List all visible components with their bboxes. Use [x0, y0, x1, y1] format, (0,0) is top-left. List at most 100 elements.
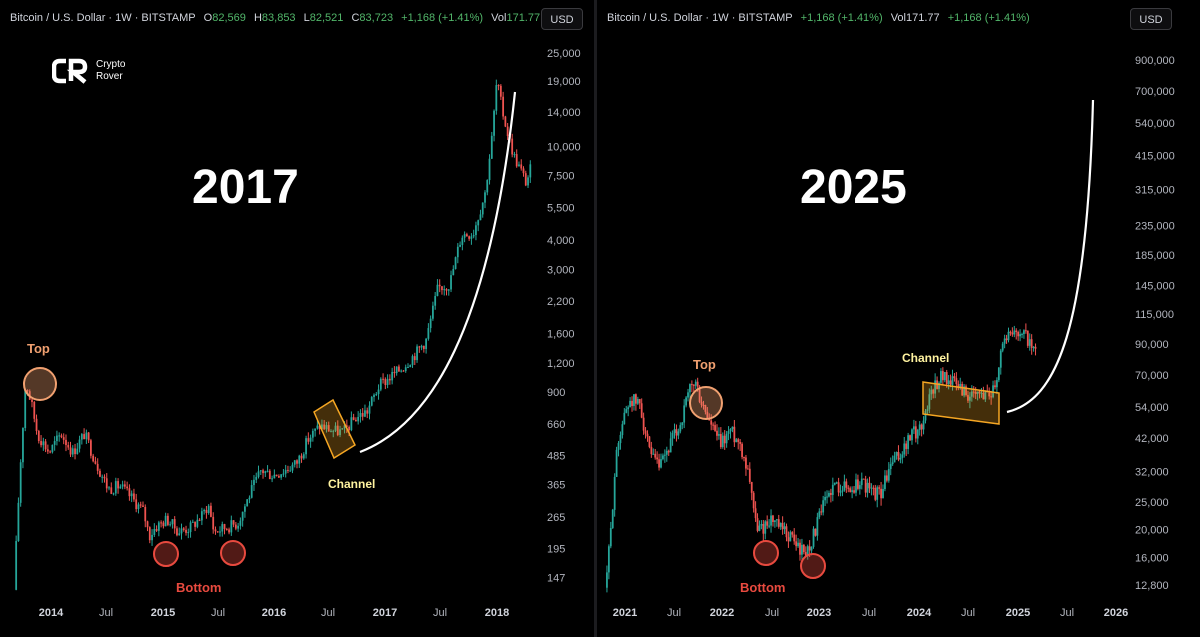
candle-body — [743, 457, 745, 459]
candle-body — [37, 430, 40, 441]
y-tick-label: 7,500 — [547, 171, 575, 183]
candle-body — [903, 443, 906, 455]
candle-body — [465, 234, 468, 237]
currency-button[interactable]: USD — [541, 8, 583, 30]
candle-body — [450, 275, 452, 290]
crypto-rover-logo-icon — [52, 58, 88, 84]
candle-body — [257, 471, 260, 477]
candle-body — [126, 486, 129, 489]
candle-body — [99, 470, 101, 477]
candle-body — [418, 346, 421, 348]
candle-body — [481, 202, 484, 215]
candle-body — [277, 475, 280, 478]
change-value-2: +1,168 (+1.41%) — [947, 12, 1030, 24]
candle-body — [128, 488, 131, 497]
candle-body — [725, 433, 728, 444]
candle-body — [1013, 330, 1016, 335]
candle-body — [999, 350, 1002, 368]
y-tick-label: 540,000 — [1135, 118, 1175, 130]
candle-body — [422, 345, 425, 349]
candle-body — [266, 470, 269, 472]
candle-body — [716, 430, 718, 436]
candle-body — [957, 384, 960, 389]
candle-body — [155, 529, 158, 531]
high-label: H — [253, 12, 262, 24]
price-axis: 25,000 19,000 14,000 10,000 7,500 5,500 4,000 3… — [547, 48, 581, 585]
candle-body — [123, 484, 126, 487]
candle-body — [103, 476, 106, 479]
candle-body — [445, 289, 448, 291]
candle-body — [858, 485, 861, 489]
candle-body — [169, 524, 172, 526]
candle-body — [963, 386, 965, 396]
candle-body — [787, 537, 790, 542]
chart-panel-2025: Bitcoin / U.S. Dollar · 1W · BITSTAMP +1… — [597, 0, 1200, 637]
open-value: 82,569 — [212, 12, 246, 24]
candle-body — [210, 505, 212, 517]
volume-label: Vol — [890, 12, 906, 24]
candle-body — [228, 529, 230, 533]
candle-body — [325, 425, 328, 430]
candle-body — [393, 371, 396, 374]
candle-body — [411, 356, 414, 366]
candle-body — [357, 416, 360, 422]
y-tick-label: 16,000 — [1135, 552, 1169, 564]
candle-body — [287, 469, 289, 471]
y-tick-label: 315,000 — [1135, 185, 1175, 197]
candle-body — [341, 428, 344, 430]
candle-body — [1015, 330, 1018, 332]
candle-body — [633, 394, 635, 407]
change-value: +1,168 (+1.41%) — [401, 12, 484, 24]
candle-body — [237, 525, 240, 529]
candle-body — [391, 371, 394, 381]
candle-body — [675, 429, 678, 436]
candle-body — [625, 409, 628, 413]
candle-body — [398, 366, 400, 372]
x-tick-label: 2016 — [262, 607, 286, 619]
candle-body — [735, 439, 738, 443]
volume-value: 171.77 — [506, 12, 541, 24]
open-label: O — [203, 12, 213, 24]
candle-body — [271, 478, 273, 480]
bottom-marker-1 — [753, 540, 779, 566]
candle-body — [452, 269, 455, 276]
candle-body — [250, 485, 253, 498]
candlestick-series — [606, 323, 1037, 593]
candle-body — [1024, 330, 1027, 332]
candle-body — [379, 378, 382, 390]
candle-body — [905, 443, 908, 449]
candle-body — [862, 478, 865, 480]
candle-body — [432, 305, 434, 319]
candle-body — [772, 515, 774, 523]
candle-body — [234, 524, 237, 529]
candle-body — [205, 509, 208, 513]
candle-body — [965, 386, 967, 396]
candle-body — [493, 110, 495, 136]
candle-body — [642, 417, 645, 431]
currency-button[interactable]: USD — [1130, 8, 1172, 30]
x-tick-label: Jul — [99, 607, 113, 619]
volume-value: 171.77 — [905, 12, 940, 24]
candle-body — [46, 449, 49, 452]
price-chart-2025: 900,000 700,000 540,000 415,000 315,000 235,0… — [606, 55, 1175, 619]
candle-body — [907, 435, 910, 449]
candle-body — [609, 528, 612, 547]
candle-body — [137, 504, 140, 510]
candle-body — [947, 380, 950, 385]
close-field: C83,723 — [351, 12, 393, 24]
candle-body — [402, 370, 405, 372]
high-value: 83,853 — [261, 12, 296, 24]
candle-body — [133, 493, 135, 500]
candle-body — [673, 429, 676, 434]
low-value: 82,521 — [309, 12, 344, 24]
candle-body — [996, 380, 998, 388]
candle-body — [806, 546, 809, 557]
candle-body — [783, 526, 786, 530]
candle-body — [203, 509, 206, 512]
x-tick-label: Jul — [1060, 607, 1074, 619]
candle-body — [336, 425, 339, 435]
candle-body — [818, 511, 821, 518]
candle-body — [53, 441, 56, 445]
candle-body — [135, 499, 138, 510]
candle-body — [891, 462, 894, 465]
